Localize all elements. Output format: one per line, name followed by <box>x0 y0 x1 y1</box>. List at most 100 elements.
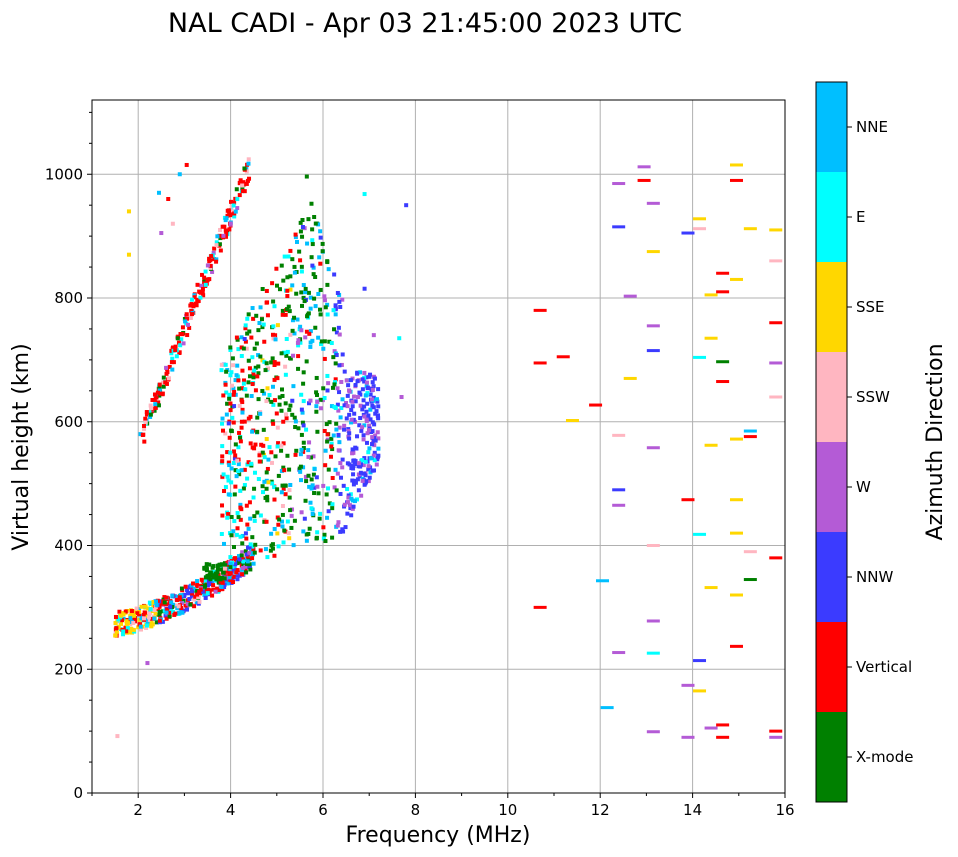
echo-point <box>227 209 232 214</box>
echo-point <box>269 360 274 365</box>
echo-point <box>769 556 783 560</box>
echo-point <box>335 402 340 407</box>
echo-point <box>157 384 162 389</box>
echo-point <box>240 557 245 562</box>
echo-point <box>372 422 377 427</box>
echo-point <box>370 468 375 473</box>
echo-point <box>147 611 152 616</box>
echo-point <box>183 319 188 324</box>
colorbar-label: X-mode <box>856 748 913 766</box>
echo-point <box>294 291 299 296</box>
echo-point <box>340 527 345 532</box>
echo-point <box>239 553 244 558</box>
echo-point <box>249 335 254 340</box>
echo-point <box>232 200 237 205</box>
echo-point <box>318 307 323 312</box>
echo-point <box>345 511 350 516</box>
echo-point <box>203 579 208 584</box>
echo-point <box>144 625 149 630</box>
echo-point <box>226 512 231 517</box>
echo-point <box>693 689 707 693</box>
echo-point <box>251 495 256 500</box>
echo-point <box>154 599 159 604</box>
echo-point <box>240 185 245 190</box>
echo-point <box>225 401 230 406</box>
echo-point <box>263 547 268 552</box>
echo-point <box>397 336 402 341</box>
echo-point <box>230 356 235 361</box>
echo-point <box>318 287 323 292</box>
echo-point <box>303 474 308 479</box>
echo-point <box>340 397 345 402</box>
echo-point <box>138 624 143 629</box>
y-tick-label: 600 <box>54 413 83 431</box>
echo-point <box>229 429 234 434</box>
echo-point <box>219 567 224 572</box>
echo-point <box>369 430 374 435</box>
echo-point <box>260 286 265 291</box>
echo-point <box>220 444 225 449</box>
echo-point <box>306 454 311 459</box>
echo-point <box>231 203 236 208</box>
echo-point <box>314 409 319 414</box>
echo-point <box>179 337 184 342</box>
echo-point <box>233 209 238 214</box>
echo-point <box>223 485 228 490</box>
echo-point <box>693 659 707 663</box>
echo-point <box>269 543 274 548</box>
echo-point <box>729 178 743 182</box>
echo-point <box>704 586 718 590</box>
echo-point <box>344 378 349 383</box>
echo-point <box>138 432 143 437</box>
echo-point <box>355 434 360 439</box>
echo-point <box>252 446 257 451</box>
echo-point <box>342 369 347 374</box>
echo-point <box>149 406 154 411</box>
echo-point <box>225 474 230 479</box>
echo-point <box>229 557 234 562</box>
echo-point <box>255 429 260 434</box>
echo-point <box>318 511 323 516</box>
echo-point <box>248 542 253 547</box>
echo-point <box>240 407 245 412</box>
echo-point <box>299 290 304 295</box>
echo-point <box>646 619 660 623</box>
echo-point <box>693 355 707 359</box>
echo-point <box>355 395 360 400</box>
echo-point <box>248 516 253 521</box>
echo-point <box>169 609 174 614</box>
echo-point <box>143 416 148 421</box>
echo-point <box>178 332 183 337</box>
echo-point <box>368 456 373 461</box>
echo-point <box>246 416 251 421</box>
echo-point <box>215 570 220 575</box>
echo-point <box>225 515 230 520</box>
echo-point <box>363 393 368 398</box>
echo-point <box>174 603 179 608</box>
echo-point <box>159 231 164 236</box>
echo-point <box>347 503 352 508</box>
echo-point <box>164 381 169 386</box>
echo-point <box>293 235 298 240</box>
echo-point <box>330 385 335 390</box>
colorbar-title: Azimuth Direction <box>923 343 948 540</box>
echo-point <box>160 380 165 385</box>
echo-point <box>285 519 290 524</box>
echo-point <box>371 384 376 389</box>
echo-point <box>249 548 254 553</box>
echo-point <box>210 269 215 274</box>
echo-point <box>243 531 248 536</box>
echo-point <box>113 621 118 626</box>
echo-point <box>327 420 332 425</box>
echo-point <box>244 536 249 541</box>
echo-point <box>240 572 245 577</box>
echo-point <box>308 398 313 403</box>
echo-point <box>716 360 730 364</box>
echo-point <box>333 377 338 382</box>
echo-point <box>124 629 129 634</box>
echo-point <box>308 500 313 505</box>
echo-point <box>362 370 367 375</box>
echo-point <box>337 440 342 445</box>
echo-point <box>333 406 338 411</box>
echo-point <box>214 243 219 248</box>
